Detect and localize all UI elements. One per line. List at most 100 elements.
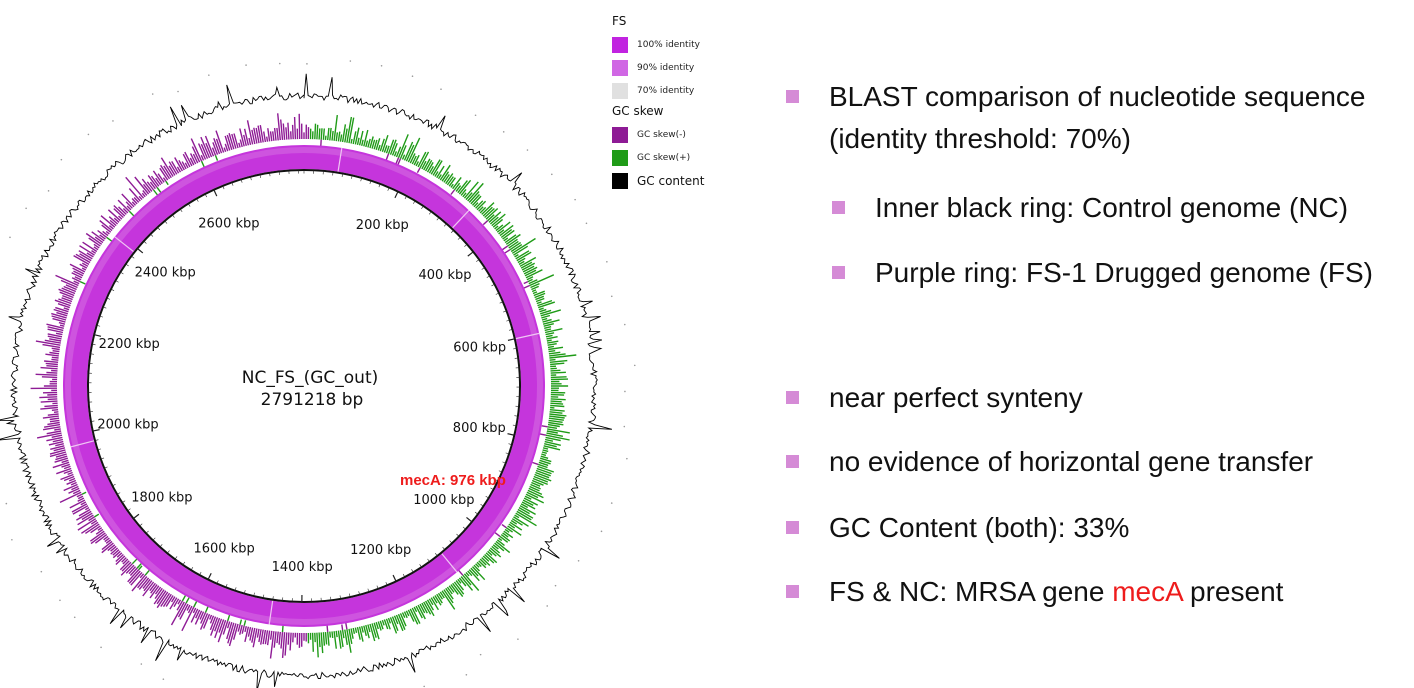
position-tick [90,353,94,355]
position-tick [199,571,202,576]
sub-bullet-inner-ring: Inner black ring: Control genome (NC) [832,187,1348,229]
position-tick [110,288,115,291]
position-tick [250,176,252,181]
outer-marker-dot [440,88,442,91]
position-tick [494,479,499,482]
position-tick [394,191,399,199]
outer-marker-dot [306,63,308,65]
position-tick [225,584,228,588]
position-tick [125,263,129,267]
legend-title-gc-skew: GC skew [612,104,664,118]
position-tick [112,483,116,487]
bullet-text: Inner black ring: Control genome (NC) [875,192,1349,223]
outer-marker-dot [479,653,482,656]
bullet-marker [832,201,845,214]
position-tick [190,566,194,571]
bullet-text-line1: BLAST comparison of nucleotide sequence [829,81,1366,112]
position-tick [451,230,454,233]
legend-item-90-identity: 90% identity [612,56,704,79]
position-tick [512,424,517,427]
position-tick [456,533,460,537]
position-tick [474,511,479,515]
position-tick [108,475,112,478]
outer-marker-dot [162,678,165,680]
identity-band-gap [268,600,274,625]
position-tick [99,315,104,318]
identity-band-gap [515,332,540,340]
position-tick [369,180,372,185]
legend-label: 100% identity [637,39,700,50]
position-tick [97,448,102,451]
legend-item-70-identity: 70% identity [612,79,704,102]
outer-marker-dot [551,173,553,176]
outer-marker-dot [112,120,114,122]
position-tick [172,214,175,218]
position-tick [467,251,474,257]
outer-marker-dot [40,570,43,573]
legend-swatch [612,36,628,53]
bullet-synteny: near perfect synteny [786,377,1083,419]
position-tick [216,580,219,584]
position-tick [392,574,397,582]
bullet-text-suffix: present [1182,576,1284,607]
tick-label: 600 kbp [453,341,506,356]
legend-item-100-identity: 100% identity [612,33,704,56]
position-tick [385,581,388,586]
position-tick [92,429,100,432]
position-tick [358,591,360,595]
position-tick [204,193,207,198]
outer-marker-dot [349,60,352,62]
position-tick [272,596,274,600]
bullet-blast-comparison: BLAST comparison of nucleotide sequence … [786,76,1365,160]
position-tick [486,275,490,278]
outer-marker-dot [610,502,613,504]
circular-genome-map: 200 kbp 400 kbp 600 kbp 800 kbp 1000 kbp 1200… [0,60,636,688]
outer-marker-dot [140,663,143,665]
center-subtitle: 2791218 bp [261,390,364,410]
tick-label: 1000 kbp [413,493,474,508]
bullet-marker [786,391,799,404]
position-tick [102,306,107,309]
legend-label: 70% identity [637,85,695,96]
position-tick [94,334,102,337]
position-tick [449,540,453,544]
position-tick [419,564,422,568]
bullet-text: BLAST comparison of nucleotide sequence … [829,76,1365,160]
position-tick [485,495,489,499]
outer-marker-dot [59,599,61,602]
position-tick [480,504,484,507]
bullet-meca: FS & NC: MRSA gene mecA present [786,571,1283,613]
gc-content-trace [0,73,613,688]
outer-marker-dot [151,93,154,95]
outer-marker-dot [423,685,425,688]
outer-marker-dot [623,323,626,326]
position-tick [133,513,140,519]
outer-marker-dot [526,149,529,151]
identity-band-gap [441,553,458,573]
position-tick [499,301,504,304]
position-tick [387,187,390,191]
blast-identity-ring [63,145,545,627]
bullet-text-prefix: FS & NC: MRSA gene [829,576,1113,607]
tick-label: 2600 kbp [198,216,259,231]
bullet-text: no evidence of horizontal gene transfer [829,446,1314,477]
gc-skew-negative [30,113,548,659]
outer-marker-dot [465,673,468,676]
tick-label: 1800 kbp [131,490,192,505]
tick-label: 1400 kbp [272,560,333,575]
position-tick [174,556,178,560]
position-tick [253,592,255,597]
position-tick [157,227,161,231]
position-tick [427,558,430,562]
position-tick [508,329,513,331]
position-tick [244,590,246,594]
bullet-no-hgt: no evidence of horizontal gene transfer [786,441,1313,483]
outer-marker-dot [600,530,603,533]
position-tick [508,443,512,445]
identity-band-gap [452,209,470,229]
outer-marker-dot [577,559,580,562]
position-tick [457,236,461,240]
outer-marker-dot [5,502,8,505]
gc-skew-ring [30,113,577,659]
outer-marker-dot [11,538,13,541]
